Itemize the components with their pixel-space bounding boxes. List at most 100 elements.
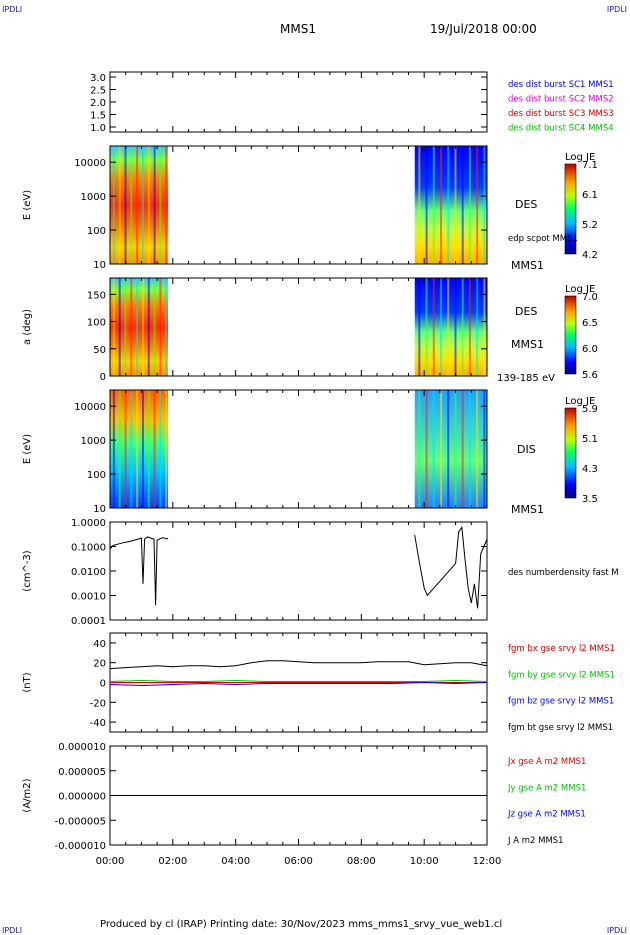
heatmap-streak — [130, 146, 133, 264]
y-tick-label: 100 — [87, 318, 106, 329]
heatmap-streak — [165, 390, 168, 508]
legend-entry: des dist burst SC4 MMS4 — [508, 124, 614, 134]
colorbar-tick-label: 6.1 — [582, 190, 598, 201]
heatmap-streak — [476, 146, 479, 264]
y-tick-label: -20 — [90, 698, 106, 709]
corner-label-bottom-left: IPDLI — [2, 926, 23, 935]
y-tick-label: 0.000000 — [58, 792, 106, 803]
heatmap-streak — [147, 146, 150, 264]
colorbar-tick-label: 7.0 — [582, 292, 598, 303]
panel-right-label: DIS — [517, 443, 536, 456]
legend-entry: fgm by gse srvy l2 MMS1 — [508, 670, 615, 680]
y-tick-label: 10000 — [74, 402, 106, 413]
y-tick-label: 0.0001 — [71, 616, 106, 627]
y-tick-label: 1.5 — [90, 111, 106, 122]
x-tick-label: 10:00 — [410, 856, 439, 867]
colorbar-title: Log JE — [565, 284, 595, 295]
heatmap-streak — [118, 146, 121, 264]
x-tick-label: 04:00 — [221, 856, 250, 867]
legend-entry: des dist burst SC1 MMS1 — [508, 80, 614, 90]
heatmap-streak — [153, 278, 156, 376]
heatmap-streak — [483, 278, 486, 376]
y-tick-label: 3.0 — [90, 73, 106, 84]
colorbar-tick-label: 3.5 — [582, 494, 598, 505]
heatmap-streak — [112, 278, 115, 376]
y-axis-label: (A/m2) — [22, 778, 33, 812]
heatmap-streak — [468, 390, 471, 508]
x-tick-label: 06:00 — [284, 856, 313, 867]
heatmap-streak — [136, 390, 139, 508]
heatmap-streak — [112, 146, 115, 264]
heatmap-streak — [124, 146, 127, 264]
heatmap-streak — [440, 146, 443, 264]
heatmap-streak — [432, 390, 435, 508]
y-tick-label: 0.0010 — [71, 592, 106, 603]
y-tick-label: 1000 — [81, 436, 106, 447]
heatmap-streak — [468, 278, 471, 376]
y-tick-label: 40 — [93, 639, 106, 650]
legend-entry: Jz gse A m2 MMS1 — [507, 810, 586, 820]
corner-label-top-left: IPDLI — [2, 5, 23, 14]
heatmap-streak — [118, 390, 121, 508]
heatmap-streak — [418, 390, 421, 508]
panel-right-label: MMS1 — [511, 338, 544, 351]
heatmap-streak — [483, 146, 486, 264]
heatmap-streak — [447, 390, 450, 508]
colorbar-tick-label: 5.9 — [582, 404, 598, 415]
y-tick-label: -0.000005 — [55, 816, 106, 827]
series-line — [109, 660, 488, 670]
y-tick-label: 0 — [100, 372, 106, 383]
heatmap-streak — [136, 146, 139, 264]
y-tick-label: 1000 — [81, 192, 106, 203]
heatmap-streak — [447, 146, 450, 264]
heatmap-streak — [153, 390, 156, 508]
footer-credit: Produced by cl (IRAP) Printing date: 30/… — [100, 919, 503, 930]
colorbar-tick-label: 5.1 — [582, 434, 598, 445]
heatmap-streak — [447, 278, 450, 376]
colorbar-title: Log JE — [565, 152, 595, 163]
y-axis-label: (nT) — [22, 672, 33, 692]
y-axis-label: E (eV) — [22, 190, 33, 220]
panel-right-label: DES — [515, 305, 537, 318]
y-tick-label: 0.000005 — [58, 767, 106, 778]
heatmap-streak — [147, 390, 150, 508]
heatmap-streak — [461, 278, 464, 376]
heatmap-streak — [118, 278, 121, 376]
heatmap-streak — [112, 390, 115, 508]
heatmap-streak — [141, 278, 144, 376]
corner-label-bottom-right: IPDLI — [606, 926, 627, 935]
colorbar-tick-label: 4.3 — [582, 464, 598, 475]
heatmap-streak — [124, 278, 127, 376]
x-tick-label: 02:00 — [158, 856, 187, 867]
heatmap-streak — [124, 390, 127, 508]
colorbar-tick-label: 6.5 — [582, 318, 598, 329]
colorbar-title: Log JE — [565, 396, 595, 407]
y-axis-label: E (eV) — [22, 434, 33, 464]
legend-entry: fgm bz gse srvy l2 MMS1 — [508, 697, 614, 707]
colorbar-tick-label: 5.6 — [582, 370, 598, 381]
heatmap-streak — [165, 146, 168, 264]
heatmap-streak — [454, 146, 457, 264]
panel-frame — [109, 71, 488, 133]
heatmap-streak — [147, 278, 150, 376]
heatmap-streak — [476, 278, 479, 376]
panel-right-label: MMS1 — [511, 259, 544, 272]
y-tick-label: 0.1000 — [71, 543, 106, 554]
corner-label-top-right: IPDLI — [606, 5, 627, 14]
heatmap-streak — [461, 146, 464, 264]
legend-entry: fgm bt gse srvy l2 MMS1 — [508, 723, 613, 733]
panel-right-label: edp scpot MMS1 — [508, 234, 578, 244]
colorbar-tick-label: 7.1 — [582, 160, 598, 171]
heatmap-streak — [440, 278, 443, 376]
colorbar — [564, 295, 577, 375]
panel-right-label: 139-185 eV — [497, 373, 555, 384]
heatmap-streak — [432, 278, 435, 376]
y-tick-label: 0.0100 — [71, 567, 106, 578]
y-tick-label: 10 — [93, 260, 106, 271]
x-tick-label: 08:00 — [347, 856, 376, 867]
heatmap-streak — [425, 146, 428, 264]
y-tick-label: 100 — [87, 470, 106, 481]
heatmap-streak — [159, 278, 162, 376]
y-tick-label: 10 — [93, 504, 106, 515]
